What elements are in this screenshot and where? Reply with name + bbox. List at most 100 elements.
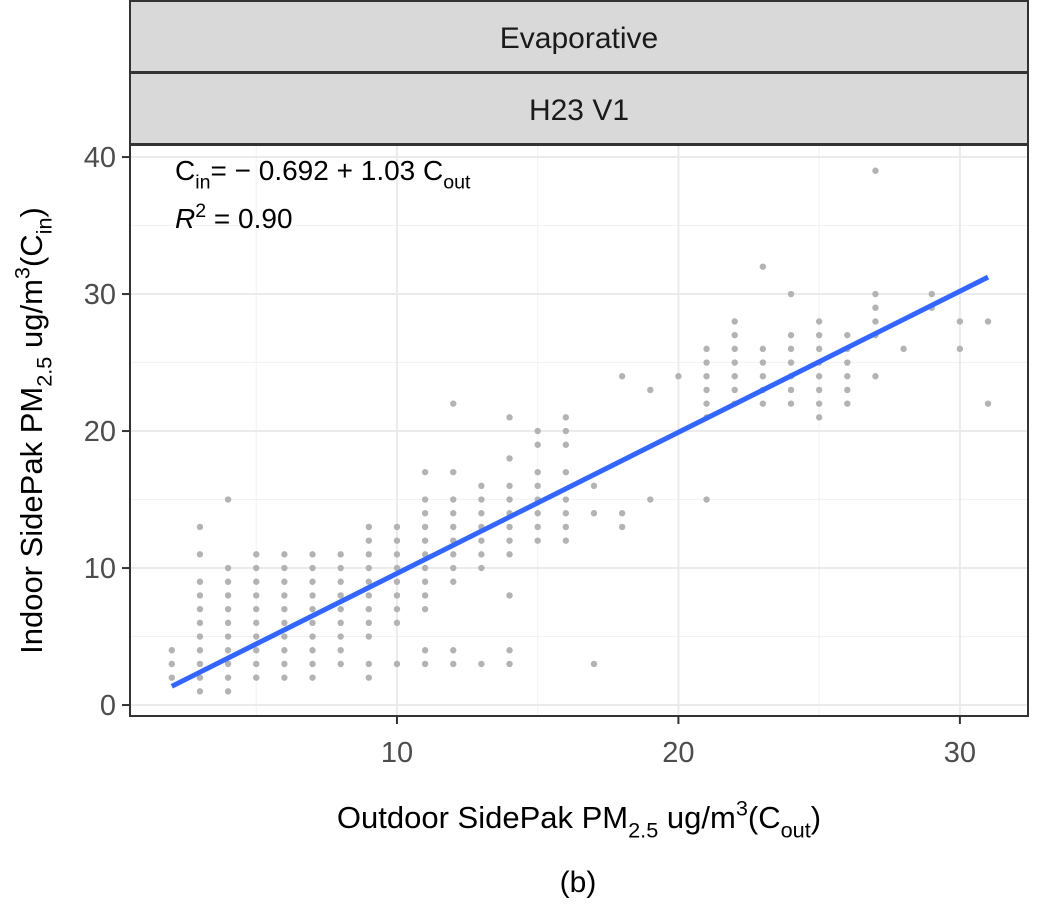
point [224, 578, 232, 585]
point [309, 564, 316, 572]
y-tick-label: 20 [84, 416, 116, 448]
point [506, 537, 513, 544]
point [337, 592, 344, 599]
point [506, 482, 513, 490]
point [337, 647, 344, 654]
point [844, 359, 851, 366]
point [478, 660, 485, 668]
point [534, 441, 541, 448]
point [253, 647, 260, 654]
point [506, 551, 513, 558]
point [421, 660, 429, 668]
point [309, 674, 316, 681]
point [478, 496, 485, 503]
point [703, 345, 710, 353]
point [731, 318, 738, 325]
point [534, 427, 541, 435]
point [253, 592, 260, 599]
strip [129, 72, 1029, 145]
point [196, 647, 204, 654]
point [478, 510, 485, 517]
point [365, 619, 373, 627]
point [590, 510, 598, 517]
text-part: in [195, 171, 210, 193]
point [224, 633, 232, 640]
point [393, 660, 401, 668]
point [309, 633, 316, 640]
point [224, 564, 232, 572]
point [309, 578, 316, 585]
point [196, 523, 204, 531]
text-part: 2 [195, 200, 206, 222]
point [337, 633, 344, 640]
point [844, 400, 851, 407]
point [590, 660, 598, 668]
point [421, 496, 429, 503]
text-part: = − 0.692 + 1.03 C [211, 155, 444, 186]
point [224, 674, 232, 681]
point [450, 647, 457, 654]
point [506, 660, 513, 668]
point [787, 386, 795, 394]
point [872, 290, 879, 298]
text-part: (C [748, 800, 781, 835]
point [281, 578, 288, 585]
point [253, 605, 260, 613]
point [421, 523, 429, 531]
point [956, 345, 964, 353]
point [168, 647, 175, 654]
point [787, 359, 795, 366]
point [815, 318, 823, 325]
point [562, 427, 570, 435]
point [281, 605, 288, 613]
point [450, 523, 457, 531]
point [253, 619, 260, 627]
point [309, 605, 316, 613]
point [562, 537, 570, 544]
point [984, 318, 992, 325]
point [815, 345, 823, 353]
point [224, 496, 232, 503]
point [309, 660, 316, 668]
point [872, 167, 879, 174]
point [196, 578, 204, 585]
point [675, 373, 682, 380]
point [196, 660, 204, 668]
point [562, 523, 570, 531]
point [393, 592, 401, 599]
text-part: = 0.90 [206, 203, 292, 234]
point [365, 674, 373, 681]
point [393, 605, 401, 613]
point [224, 688, 232, 695]
point [478, 482, 485, 490]
equation: Cin= − 0.692 + 1.03 Cout [175, 155, 471, 193]
point [365, 551, 373, 558]
point [253, 578, 260, 585]
r-squared: R2 = 0.90 [175, 200, 293, 234]
point [450, 510, 457, 517]
point [365, 523, 373, 531]
point [759, 359, 767, 366]
point [759, 373, 767, 380]
point [815, 331, 823, 339]
text-part: Outdoor SidePak PM [337, 800, 628, 835]
point [224, 605, 232, 613]
point [534, 468, 541, 476]
point [618, 373, 626, 380]
point [281, 647, 288, 654]
y-axis-title: Indoor SidePak PM2.5 ug/m3(Cin) [10, 207, 57, 654]
point [450, 496, 457, 503]
point [534, 482, 541, 490]
text-part: 3 [736, 796, 748, 821]
point [337, 619, 344, 627]
point [872, 304, 879, 311]
caption: (b) [560, 866, 597, 899]
point [309, 619, 316, 627]
point [506, 592, 513, 599]
point [281, 633, 288, 640]
point [534, 537, 541, 544]
point [731, 345, 738, 353]
point [703, 359, 710, 366]
